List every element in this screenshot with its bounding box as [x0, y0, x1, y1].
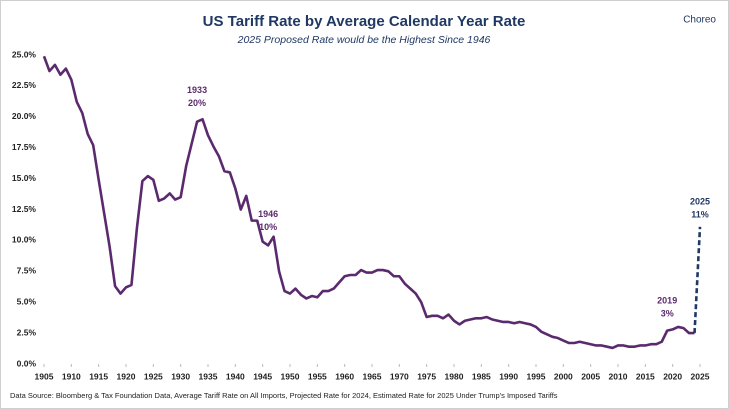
y-tick-label: 0.0%	[17, 358, 37, 368]
data-line	[693, 226, 702, 334]
x-tick-label: 2015	[636, 371, 655, 381]
x-tick-label: 1985	[472, 371, 491, 381]
logo: Choreo	[683, 15, 716, 26]
x-tick-label: 2005	[581, 371, 600, 381]
x-tick-label: 1950	[281, 371, 300, 381]
annotation-value: 20%	[188, 98, 206, 108]
x-tick-label: 1980	[445, 371, 464, 381]
y-tick-label: 2.5%	[17, 327, 37, 337]
y-tick-label: 12.5%	[12, 204, 37, 214]
x-tick-label: 1960	[335, 371, 354, 381]
annotation-year: 1946	[258, 209, 278, 219]
x-tick-label: 1990	[499, 371, 518, 381]
data-line	[42, 55, 695, 350]
y-tick-label: 7.5%	[17, 266, 37, 276]
x-tick-label: 1915	[89, 371, 108, 381]
x-tick-label: 1995	[527, 371, 546, 381]
y-tick-label: 17.5%	[12, 142, 37, 152]
annotation-value: 10%	[259, 222, 277, 232]
y-tick-label: 20.0%	[12, 111, 37, 121]
x-tick-label: 2000	[554, 371, 573, 381]
y-tick-label: 25.0%	[12, 49, 37, 59]
y-tick-label: 5.0%	[17, 296, 37, 306]
x-tick-label: 2025	[691, 371, 710, 381]
x-tick-label: 1965	[363, 371, 382, 381]
annotation-value: 3%	[661, 308, 674, 318]
x-tick-label: 1905	[35, 371, 54, 381]
source-note: Data Source: Bloomberg & Tax Foundation …	[10, 391, 558, 400]
x-tick-label: 1920	[117, 371, 136, 381]
annotation-value: 11%	[691, 209, 709, 219]
x-tick-label: 1940	[226, 371, 245, 381]
x-tick-label: 1935	[199, 371, 218, 381]
y-tick-label: 15.0%	[12, 173, 37, 183]
x-tick-label: 1945	[253, 371, 272, 381]
annotation-year: 2025	[690, 196, 710, 206]
x-tick-label: 1930	[171, 371, 190, 381]
chart-title: US Tariff Rate by Average Calendar Year …	[203, 13, 526, 30]
x-tick-label: 2020	[663, 371, 682, 381]
annotation-year: 1933	[187, 85, 207, 95]
x-tick-label: 1955	[308, 371, 327, 381]
chart-subtitle: 2025 Proposed Rate would be the Highest …	[237, 34, 491, 46]
y-tick-label: 22.5%	[12, 80, 37, 90]
annotation-year: 2019	[657, 295, 677, 305]
x-tick-label: 2010	[609, 371, 628, 381]
x-tick-label: 1925	[144, 371, 163, 381]
x-tick-label: 1975	[417, 371, 436, 381]
x-tick-label: 1970	[390, 371, 409, 381]
y-tick-label: 10.0%	[12, 235, 37, 245]
x-tick-label: 1910	[62, 371, 81, 381]
